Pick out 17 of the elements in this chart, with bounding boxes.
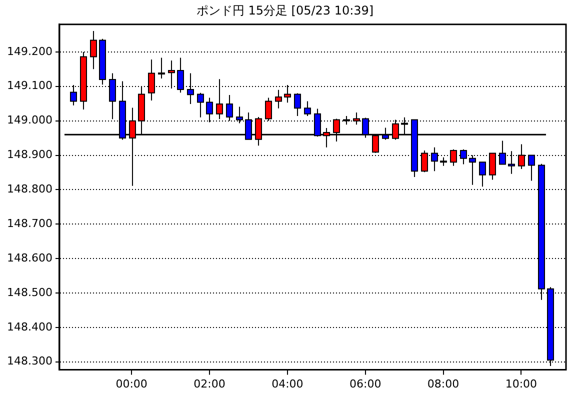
x-tick-label: 02:00 — [194, 377, 226, 390]
x-tick-label: 00:00 — [116, 377, 148, 390]
x-tick-label: 06:00 — [349, 377, 382, 390]
y-tick-label: 148.300 — [6, 354, 52, 368]
y-tick-label: 148.800 — [6, 182, 52, 196]
y-tick-label: 148.900 — [6, 148, 52, 162]
y-tick-label: 149.000 — [6, 114, 52, 127]
y-tick-label: 149.100 — [6, 79, 52, 92]
x-tick-label: 08:00 — [427, 377, 460, 390]
y-tick-label: 148.500 — [6, 286, 52, 299]
y-tick-label: 148.700 — [6, 216, 52, 230]
x-tick-label: 10:00 — [505, 377, 538, 390]
x-tick-label: 04:00 — [272, 377, 304, 390]
y-tick-label: 148.600 — [6, 251, 52, 264]
y-tick-label: 148.400 — [6, 320, 52, 334]
chart-title: ポンド円 15分足 [05/23 10:39] — [196, 3, 374, 18]
y-tick-label: 149.200 — [6, 44, 52, 58]
